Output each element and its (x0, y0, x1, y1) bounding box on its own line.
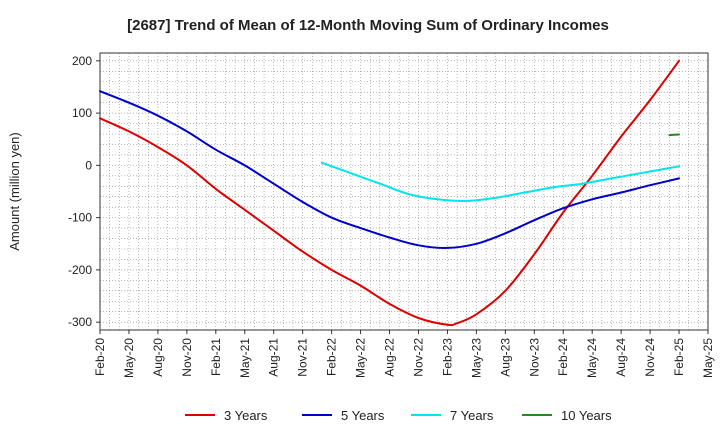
x-tick-label: Nov-23 (527, 338, 541, 377)
x-tick-label: May-24 (585, 338, 599, 378)
y-tick-label: 100 (72, 106, 92, 120)
x-tick-label: Nov-24 (643, 338, 657, 377)
y-axis-label: Amount (million yen) (7, 132, 22, 251)
x-tick-label: Nov-20 (180, 338, 194, 377)
x-tick-label: May-20 (122, 338, 136, 378)
x-tick-label: Aug-20 (151, 338, 165, 377)
series-line-10-years (668, 133, 680, 137)
legend-label-7-years: 7 Years (450, 408, 494, 423)
x-tick-label: Feb-21 (209, 338, 223, 376)
grid (100, 53, 708, 330)
y-tick-label: -100 (68, 211, 92, 225)
legend-label-10-years: 10 Years (561, 408, 612, 423)
x-tick-label: May-21 (238, 338, 252, 378)
x-tick-label: Feb-24 (556, 338, 570, 376)
plot-frame (99, 52, 709, 331)
x-tick-label: Aug-24 (614, 338, 628, 377)
y-tick-label: -300 (68, 315, 92, 329)
x-tick-label: May-23 (469, 338, 483, 378)
series-line-5-years (99, 90, 680, 249)
series-line-7-years (321, 161, 680, 202)
legend-label-3-years: 3 Years (224, 408, 268, 423)
x-tick-label: Aug-23 (498, 338, 512, 377)
y-axis: 200 100 0 -100 -200 -300 (68, 54, 100, 329)
x-tick-label: Nov-22 (411, 338, 425, 377)
y-tick-label: -200 (68, 263, 92, 277)
legend: 3 Years 5 Years 7 Years 10 Years (185, 408, 612, 423)
x-tick-label: Aug-22 (383, 338, 397, 377)
y-tick-label: 200 (72, 54, 92, 68)
x-tick-label: May-22 (354, 338, 368, 378)
series-lines (99, 59, 680, 327)
x-tick-label: Nov-21 (296, 338, 310, 377)
legend-label-5-years: 5 Years (341, 408, 385, 423)
chart-title: [2687] Trend of Mean of 12-Month Moving … (127, 17, 609, 34)
x-tick-label: Feb-23 (440, 338, 454, 376)
x-tick-label: May-25 (701, 338, 715, 378)
x-tick-label: Aug-21 (267, 338, 281, 377)
x-axis: Feb-20 May-20 Aug-20 Nov-20 Feb-21 May-21 Aug-… (93, 330, 715, 378)
series-line-3-years (99, 59, 680, 327)
x-tick-label: Feb-25 (672, 338, 686, 376)
y-tick-label: 0 (85, 158, 92, 172)
x-tick-label: Feb-20 (93, 338, 107, 376)
x-tick-label: Feb-22 (325, 338, 339, 376)
